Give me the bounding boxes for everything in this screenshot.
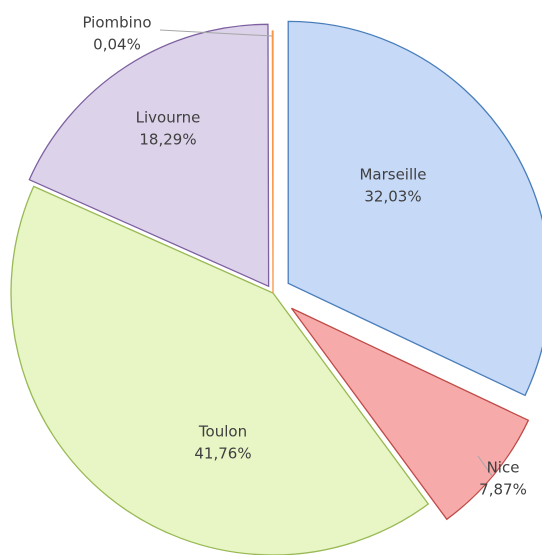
pie-slice: [28, 23, 270, 288]
slice-label: Marseille: [359, 166, 426, 184]
slice-label: Nice: [487, 459, 520, 477]
slice-label: Piombino: [82, 14, 151, 32]
slice-label: Livourne: [136, 109, 201, 127]
slice-label: Toulon: [198, 423, 247, 441]
pie-slice: [10, 185, 430, 555]
pie-slice: [290, 307, 530, 521]
pie-slice: [271, 30, 274, 294]
pie-slice: [287, 20, 542, 397]
slice-value-label: 41,76%: [194, 445, 251, 463]
slice-value-label: 32,03%: [364, 188, 421, 206]
leader-line: [477, 455, 493, 477]
slice-value-label: 18,29%: [139, 131, 196, 149]
slice-value-label: 7,87%: [479, 481, 527, 499]
slice-value-label: 0,04%: [93, 36, 141, 54]
leader-line: [159, 29, 273, 37]
